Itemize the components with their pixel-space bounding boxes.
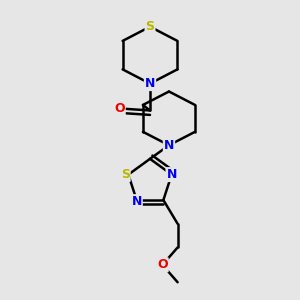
Text: S: S: [121, 168, 130, 181]
Text: N: N: [145, 77, 155, 90]
Text: N: N: [131, 195, 142, 208]
Text: N: N: [167, 168, 177, 181]
Text: S: S: [146, 20, 154, 33]
Text: N: N: [164, 139, 174, 152]
Text: O: O: [157, 258, 168, 272]
Text: O: O: [114, 102, 124, 116]
